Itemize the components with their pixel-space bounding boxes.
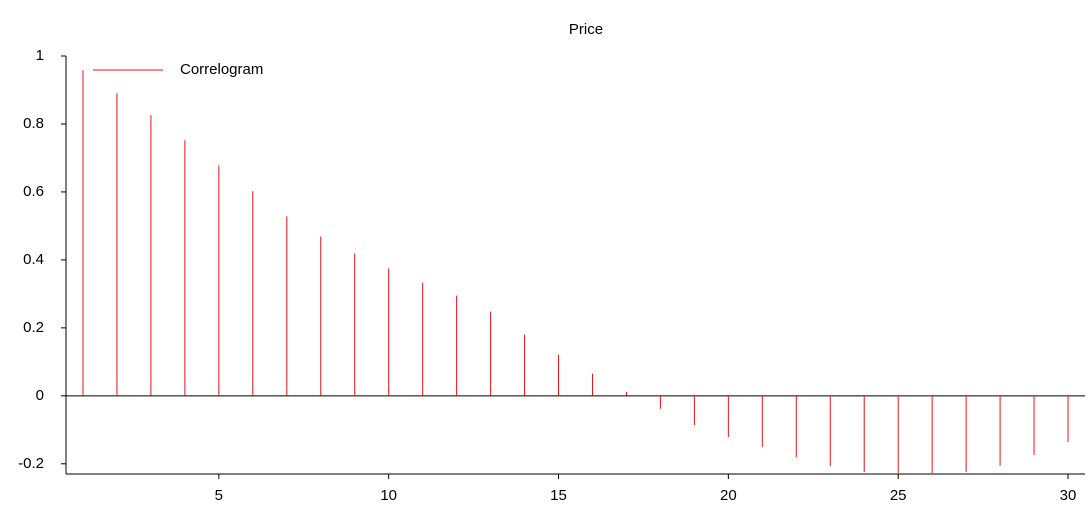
- y-tick-label: -0.2: [18, 455, 44, 472]
- y-tick-label: 0.2: [23, 319, 44, 336]
- y-tick-label: 0.4: [23, 251, 44, 268]
- y-tick-label: 0.8: [23, 115, 44, 132]
- y-tick-label: 0: [36, 387, 44, 404]
- chart-title: Price: [569, 21, 603, 38]
- x-tick-label: 10: [380, 487, 397, 504]
- x-tick-label: 25: [890, 487, 907, 504]
- y-tick-label: 0.6: [23, 183, 44, 200]
- y-tick-label: 1: [36, 47, 44, 64]
- x-tick-label: 30: [1060, 487, 1077, 504]
- x-tick-label: 5: [215, 487, 223, 504]
- x-tick-label: 20: [720, 487, 737, 504]
- legend-label: Correlogram: [180, 61, 263, 78]
- x-tick-label: 15: [550, 487, 567, 504]
